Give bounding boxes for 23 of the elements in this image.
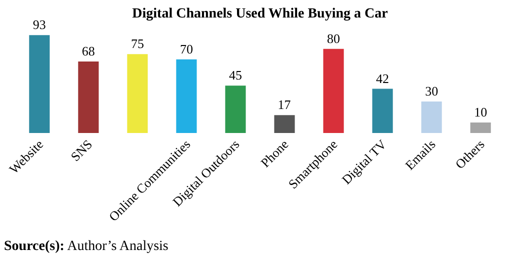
x-tick-label: SNS — [68, 136, 96, 164]
data-label: 42 — [376, 70, 390, 86]
data-label: 17 — [278, 97, 292, 112]
bar — [176, 59, 197, 133]
data-label: 70 — [180, 41, 193, 56]
data-label: 45 — [228, 68, 242, 83]
bar — [470, 122, 491, 133]
data-label: 10 — [474, 104, 488, 120]
bar — [323, 48, 344, 133]
bar — [274, 115, 295, 133]
bar — [372, 88, 393, 133]
chart-title: Digital Channels Used While Buying a Car — [132, 6, 388, 22]
bar — [29, 35, 50, 133]
bar — [78, 61, 99, 133]
source-note: Source(s): Author’s Analysis — [4, 239, 168, 254]
data-label: 30 — [425, 83, 438, 98]
bar — [127, 54, 148, 133]
bar — [421, 101, 442, 133]
data-label: 80 — [327, 30, 340, 46]
bar — [225, 86, 246, 133]
data-label: 93 — [32, 17, 46, 32]
data-label: 68 — [82, 43, 95, 58]
data-label: 75 — [130, 36, 144, 52]
